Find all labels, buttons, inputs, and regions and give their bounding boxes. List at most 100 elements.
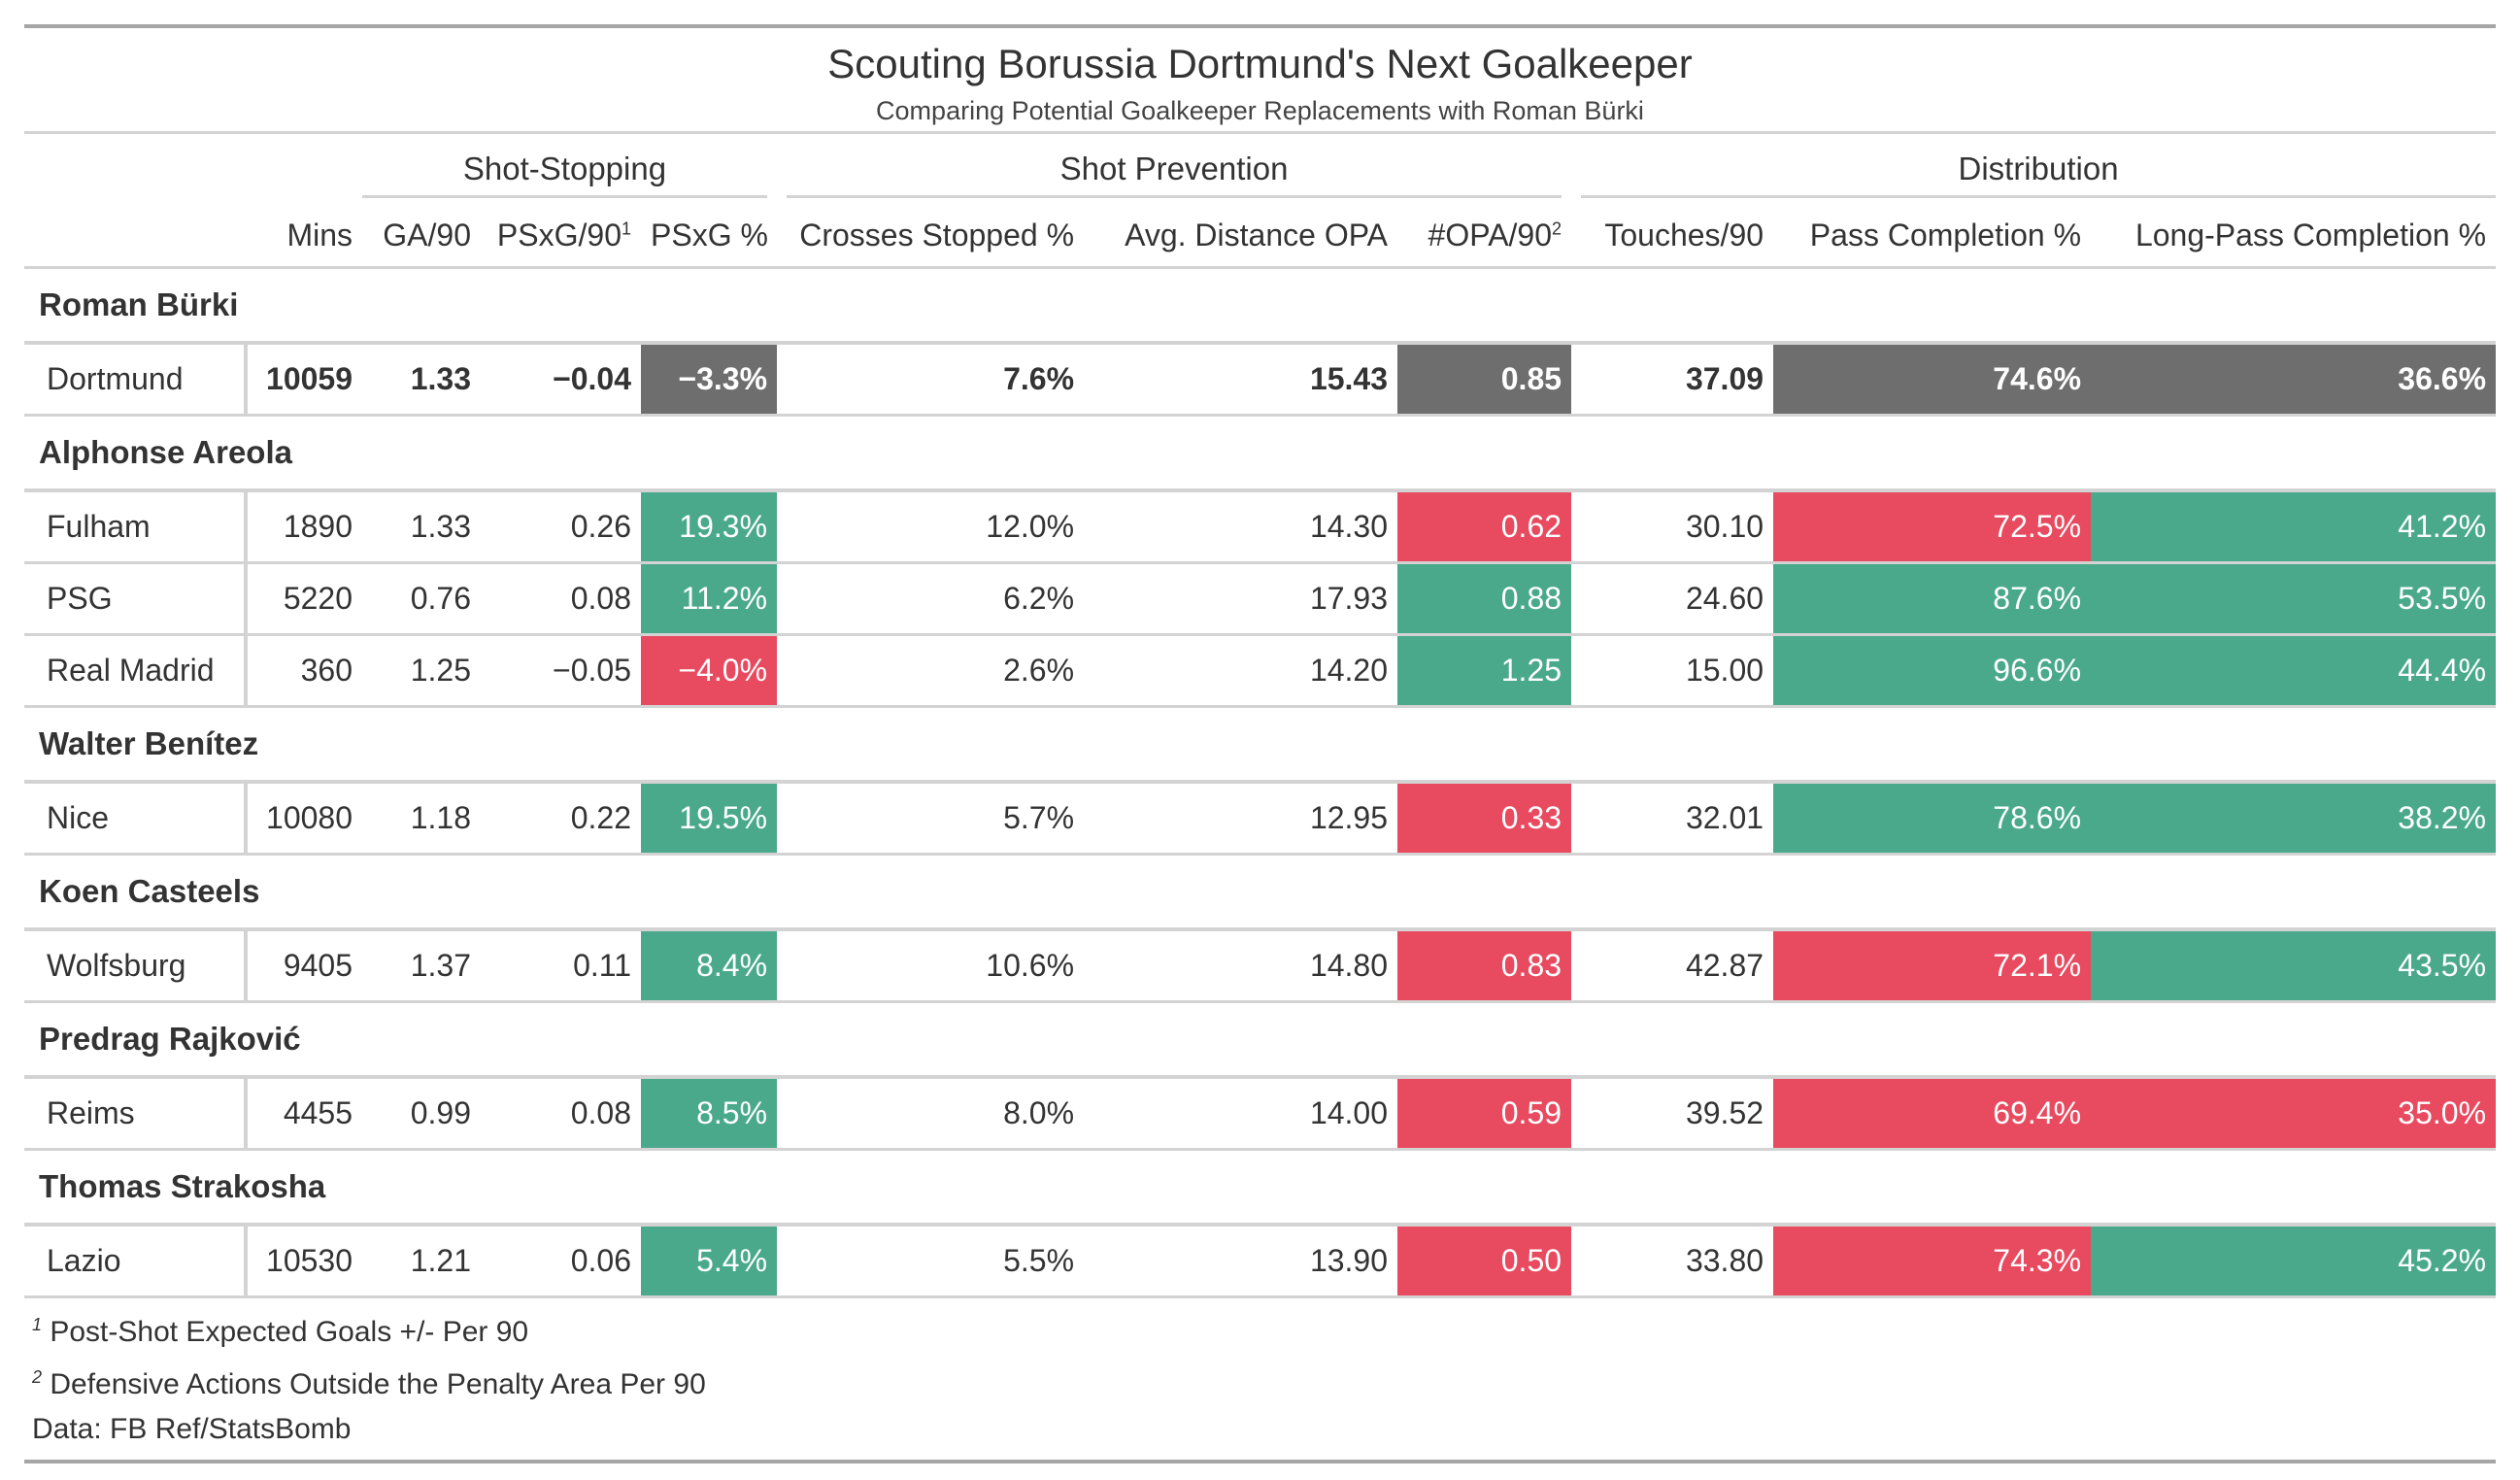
player-name: Koen Casteels [24, 854, 2497, 931]
table-body: Roman Bürki Dortmund 10059 1.33 −0.04 −3.3% 7.… [24, 267, 2497, 1298]
gt-table-figure: Scouting Borussia Dortmund's Next Goalke… [24, 24, 2497, 1463]
cell-opa90: 0.50 [1397, 1223, 1572, 1298]
col-header-psxg-pct: PSxG % [641, 204, 778, 269]
footnote-1-text: Post-Shot Expected Goals +/- Per 90 [50, 1316, 529, 1348]
player-name: Roman Bürki [24, 267, 2497, 345]
cell-long-pct: 45.2% [2091, 1223, 2497, 1298]
cell-psxg-pct: 8.5% [641, 1075, 778, 1151]
cell-ga90: 0.99 [362, 1075, 481, 1151]
cell-ga90: 1.33 [362, 341, 481, 417]
scouting-table: Shot-Stopping Shot Prevention Distributi… [24, 134, 2497, 1298]
team-cell: Real Madrid [24, 634, 248, 708]
cell-touches: 15.00 [1571, 634, 1774, 708]
col-header-ga90: GA/90 [362, 204, 481, 269]
cell-long-pct: 43.5% [2091, 927, 2497, 1003]
cell-opa90: 0.88 [1397, 562, 1572, 636]
cell-pass-pct: 72.1% [1773, 927, 2092, 1003]
cell-psxg-pct: 8.4% [641, 927, 778, 1003]
cell-long-pct: 53.5% [2091, 562, 2497, 636]
footnote-2-mark: 2 [32, 1367, 43, 1387]
spanner-row: Shot-Stopping Shot Prevention Distributi… [24, 134, 2497, 204]
cell-pass-pct: 78.6% [1773, 780, 2092, 856]
footnote-mark-2: 2 [1552, 218, 1562, 238]
player-group-row: Thomas Strakosha [24, 1149, 2497, 1227]
cell-ga90: 1.33 [362, 488, 481, 564]
cell-psxg-pct: 19.5% [641, 780, 778, 856]
table-row: Nice 10080 1.18 0.22 19.5% 5.7% 12.95 0.33 32.01… [24, 780, 2497, 856]
team-cell: Lazio [24, 1223, 248, 1298]
cell-psxg90: 0.26 [481, 488, 641, 564]
cell-touches: 30.10 [1571, 488, 1774, 564]
col-header-crosses: Crosses Stopped % [777, 204, 1085, 269]
cell-mins: 10530 [246, 1223, 362, 1298]
cell-mins: 10059 [246, 341, 362, 417]
title-divider [24, 131, 2496, 134]
cell-avg-dist: 14.20 [1084, 634, 1398, 708]
cell-crosses: 7.6% [777, 341, 1085, 417]
player-name: Alphonse Areola [24, 415, 2497, 492]
cell-pass-pct: 69.4% [1773, 1075, 2092, 1151]
cell-touches: 37.09 [1571, 341, 1774, 417]
footnote-mark-1: 1 [621, 218, 631, 238]
cell-long-pct: 41.2% [2091, 488, 2497, 564]
table-row: Dortmund 10059 1.33 −0.04 −3.3% 7.6% 15.43 0.85… [24, 341, 2497, 417]
cell-opa90: 0.62 [1397, 488, 1572, 564]
col-header-psxg90: PSxG/901 [481, 204, 641, 269]
cell-psxg-pct: −3.3% [641, 341, 778, 417]
bottom-rule [24, 1460, 2496, 1463]
cell-pass-pct: 96.6% [1773, 634, 2092, 708]
team-cell: PSG [24, 562, 248, 636]
cell-ga90: 0.76 [362, 562, 481, 636]
cell-ga90: 1.18 [362, 780, 481, 856]
cell-opa90: 0.33 [1397, 780, 1572, 856]
cell-crosses: 8.0% [777, 1075, 1085, 1151]
cell-pass-pct: 72.5% [1773, 488, 2092, 564]
cell-touches: 42.87 [1571, 927, 1774, 1003]
cell-long-pct: 35.0% [2091, 1075, 2497, 1151]
col-header-long-pct: Long-Pass Completion % [2091, 204, 2497, 269]
col-header-opa90: #OPA/902 [1397, 204, 1572, 269]
cell-mins: 9405 [246, 927, 362, 1003]
table-row: Reims 4455 0.99 0.08 8.5% 8.0% 14.00 0.59 39.52 6… [24, 1075, 2497, 1151]
cell-avg-dist: 17.93 [1084, 562, 1398, 636]
cell-long-pct: 36.6% [2091, 341, 2497, 417]
player-group-row: Walter Benítez [24, 706, 2497, 784]
cell-avg-dist: 14.00 [1084, 1075, 1398, 1151]
cell-touches: 24.60 [1571, 562, 1774, 636]
player-group-row: Alphonse Areola [24, 415, 2497, 492]
cell-psxg90: 0.22 [481, 780, 641, 856]
cell-crosses: 5.7% [777, 780, 1085, 856]
cell-opa90: 0.85 [1397, 341, 1572, 417]
cell-crosses: 6.2% [777, 562, 1085, 636]
column-header-row: Mins GA/90 PSxG/901 PSxG % Crosses Stopp… [24, 204, 2497, 269]
cell-long-pct: 44.4% [2091, 634, 2497, 708]
footnote-1-mark: 1 [32, 1315, 43, 1334]
player-name: Predrag Rajković [24, 1001, 2497, 1079]
top-rule [24, 24, 2496, 28]
cell-psxg-pct: 11.2% [641, 562, 778, 636]
cell-psxg90: 0.08 [481, 562, 641, 636]
cell-opa90: 0.83 [1397, 927, 1572, 1003]
table-row: Fulham 1890 1.33 0.26 19.3% 12.0% 14.30 0.62 30.… [24, 488, 2497, 564]
cell-mins: 5220 [246, 562, 362, 636]
cell-pass-pct: 74.3% [1773, 1223, 2092, 1298]
player-group-row: Koen Casteels [24, 854, 2497, 931]
cell-avg-dist: 14.80 [1084, 927, 1398, 1003]
table-row: Wolfsburg 9405 1.37 0.11 8.4% 10.6% 14.80 0.83 4… [24, 927, 2497, 1003]
cell-ga90: 1.25 [362, 634, 481, 708]
cell-crosses: 12.0% [777, 488, 1085, 564]
team-cell: Dortmund [24, 341, 248, 417]
col-header-team [24, 204, 246, 269]
cell-mins: 360 [246, 634, 362, 708]
table-row: Lazio 10530 1.21 0.06 5.4% 5.5% 13.90 0.50 33.80… [24, 1223, 2497, 1298]
spanner-distribution: Distribution [1571, 134, 2497, 204]
cell-mins: 10080 [246, 780, 362, 856]
table-row: Real Madrid 360 1.25 −0.05 −4.0% 2.6% 14.20 1.2… [24, 634, 2497, 708]
cell-touches: 33.80 [1571, 1223, 1774, 1298]
cell-psxg-pct: −4.0% [641, 634, 778, 708]
player-group-row: Roman Bürki [24, 267, 2497, 345]
cell-opa90: 0.59 [1397, 1075, 1572, 1151]
cell-psxg-pct: 5.4% [641, 1223, 778, 1298]
team-cell: Fulham [24, 488, 248, 564]
cell-opa90: 1.25 [1397, 634, 1572, 708]
